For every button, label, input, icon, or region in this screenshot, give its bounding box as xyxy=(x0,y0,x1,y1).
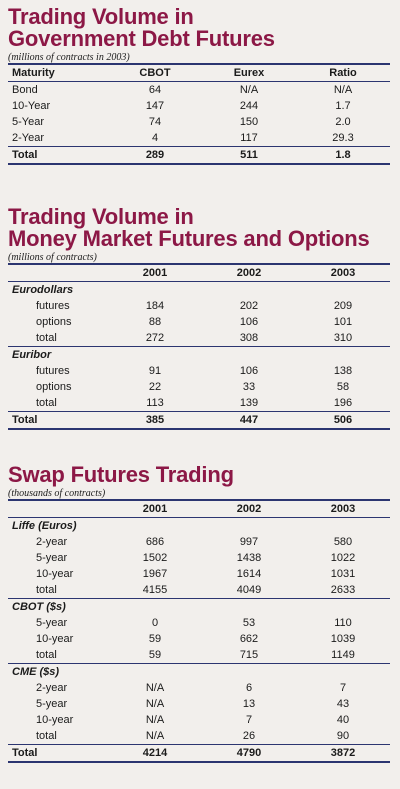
section-title: Swap Futures Trading xyxy=(8,462,234,487)
table-row: 5-year 1502 1438 1022 xyxy=(36,552,356,564)
table-row: 5-Year 74 150 2.0 xyxy=(12,116,351,128)
table-total-row: Total 385 447 506 xyxy=(8,411,390,430)
table-row: options 22 33 58 xyxy=(36,381,350,393)
table-total-row: Total 289 511 1.8 xyxy=(8,146,390,165)
table-row: total 113 139 196 xyxy=(36,397,353,409)
government-debt-futures-section: Trading Volume in Government Debt Future… xyxy=(8,6,390,165)
table-row: total 4155 4049 2633 xyxy=(36,584,356,596)
swap-futures-section: Swap Futures Trading (thousands of contr… xyxy=(8,464,390,763)
section-subtitle: (thousands of contracts) xyxy=(8,488,106,499)
money-market-table: 2001 2002 2003 Eurodollars futures 184 2… xyxy=(8,263,390,430)
group-header-row: CME ($s) xyxy=(8,663,390,680)
group-header-row: Euribor xyxy=(8,346,390,363)
table-row: total N/A 26 90 xyxy=(36,730,350,742)
group-header-row: Liffe (Euros) xyxy=(12,520,77,532)
section-title: Trading Volume in Money Market Futures a… xyxy=(8,204,370,251)
section-subtitle: (millions of contracts in 2003) xyxy=(8,52,130,63)
table-row: 10-year N/A 7 40 xyxy=(36,714,350,726)
table-row: 2-Year 4 117 29.3 xyxy=(12,132,354,144)
table-row: options 88 106 101 xyxy=(36,316,353,328)
table-header-row: 2001 2002 2003 xyxy=(8,263,390,282)
government-debt-table: Maturity CBOT Eurex Ratio Bond 64 N/A N/… xyxy=(8,63,390,165)
table-row: total 272 308 310 xyxy=(36,332,353,344)
table-row: futures 91 106 138 xyxy=(36,365,353,377)
table-header-row: Maturity CBOT Eurex Ratio xyxy=(8,63,390,82)
table-row: 2-year N/A 6 7 xyxy=(36,682,347,694)
table-row: 5-year N/A 13 43 xyxy=(36,698,350,710)
table-row: 10-year 1967 1614 1031 xyxy=(36,568,356,580)
section-title: Trading Volume in Government Debt Future… xyxy=(8,4,275,51)
table-row: 2-year 686 997 580 xyxy=(36,536,353,548)
group-header-row: CBOT ($s) xyxy=(8,598,390,615)
table-header-row: 2001 2002 2003 xyxy=(8,499,390,518)
table-row: Bond 64 N/A N/A xyxy=(12,84,353,96)
swap-futures-table: 2001 2002 2003 Liffe (Euros) 2-year 686 … xyxy=(8,499,390,763)
table-row: futures 184 202 209 xyxy=(36,300,353,312)
group-header-row: Eurodollars xyxy=(12,284,74,296)
section-subtitle: (millions of contracts) xyxy=(8,252,97,263)
table-row: total 59 715 1149 xyxy=(36,649,355,661)
table-row: 5-year 0 53 110 xyxy=(36,617,352,629)
money-market-section: Trading Volume in Money Market Futures a… xyxy=(8,206,390,430)
table-row: 10-year 59 662 1039 xyxy=(36,633,356,645)
table-total-row: Total 4214 4790 3872 xyxy=(8,744,390,763)
table-row: 10-Year 147 244 1.7 xyxy=(12,100,351,112)
